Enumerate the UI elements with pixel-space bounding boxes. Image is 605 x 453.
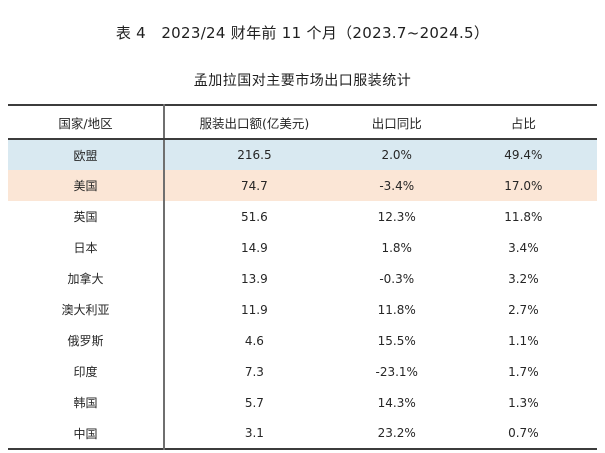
cell-export-value: 4.6 <box>164 325 344 356</box>
table-row: 中国 3.1 23.2% 0.7% <box>8 418 597 449</box>
cell-region: 俄罗斯 <box>8 325 166 356</box>
cell-region: 加拿大 <box>8 263 166 294</box>
cell-export-value: 14.9 <box>164 232 344 263</box>
cell-export-value: 11.9 <box>164 294 344 325</box>
table-row: 印度 7.3 -23.1% 1.7% <box>8 356 597 387</box>
table-row: 美国 74.7 -3.4% 17.0% <box>8 170 597 201</box>
table-row: 加拿大 13.9 -0.3% 3.2% <box>8 263 597 294</box>
cell-yoy: -0.3% <box>343 263 450 294</box>
cell-region: 澳大利亚 <box>8 294 166 325</box>
table-body: 欧盟 216.5 2.0% 49.4% 美国 74.7 -3.4% 17.0% 英国 51.6 12… <box>8 139 597 449</box>
table-row: 英国 51.6 12.3% 11.8% <box>8 201 597 232</box>
cell-yoy: 15.5% <box>343 325 450 356</box>
cell-share: 11.8% <box>449 201 597 232</box>
cell-yoy: 2.0% <box>343 139 450 170</box>
cell-export-value: 51.6 <box>164 201 344 232</box>
col-header-share: 占比 <box>449 105 597 140</box>
cell-share: 49.4% <box>449 139 597 170</box>
cell-share: 3.4% <box>449 232 597 263</box>
table-row: 欧盟 216.5 2.0% 49.4% <box>8 139 597 170</box>
export-stats-table: 国家/地区 服装出口额(亿美元) 出口同比 占比 欧盟 216.5 2.0% 49.4… <box>8 104 597 450</box>
cell-yoy: -23.1% <box>343 356 450 387</box>
cell-yoy: 14.3% <box>343 387 450 418</box>
cell-region: 英国 <box>8 201 166 232</box>
col-header-region: 国家/地区 <box>8 105 166 140</box>
cell-yoy: 11.8% <box>343 294 450 325</box>
table-caption-subtitle: 孟加拉国对主要市场出口服装统计 <box>193 73 412 89</box>
col-header-yoy: 出口同比 <box>343 105 450 140</box>
cell-export-value: 216.5 <box>164 139 344 170</box>
table-caption-title: 表 4 2023/24 财年前 11 个月（2023.7~2024.5） <box>115 24 490 42</box>
cell-export-value: 7.3 <box>164 356 344 387</box>
table-row: 澳大利亚 11.9 11.8% 2.7% <box>8 294 597 325</box>
cell-share: 1.1% <box>449 325 597 356</box>
cell-region: 日本 <box>8 232 166 263</box>
table-row: 俄罗斯 4.6 15.5% 1.1% <box>8 325 597 356</box>
cell-region: 美国 <box>8 170 166 201</box>
table-row: 日本 14.9 1.8% 3.4% <box>8 232 597 263</box>
cell-export-value: 74.7 <box>164 170 344 201</box>
cell-region: 中国 <box>8 418 166 449</box>
table-row: 韩国 5.7 14.3% 1.3% <box>8 387 597 418</box>
cell-share: 17.0% <box>449 170 597 201</box>
cell-yoy: -3.4% <box>343 170 450 201</box>
cell-export-value: 5.7 <box>164 387 344 418</box>
cell-yoy: 23.2% <box>343 418 450 449</box>
cell-region: 欧盟 <box>8 139 166 170</box>
cell-export-value: 3.1 <box>164 418 344 449</box>
cell-region: 印度 <box>8 356 166 387</box>
header-row: 国家/地区 服装出口额(亿美元) 出口同比 占比 <box>8 105 597 140</box>
cell-region: 韩国 <box>8 387 166 418</box>
cell-share: 1.3% <box>449 387 597 418</box>
cell-share: 3.2% <box>449 263 597 294</box>
cell-yoy: 1.8% <box>343 232 450 263</box>
col-header-export-value: 服装出口额(亿美元) <box>164 105 344 140</box>
cell-share: 2.7% <box>449 294 597 325</box>
cell-share: 1.7% <box>449 356 597 387</box>
cell-share: 0.7% <box>449 418 597 449</box>
cell-yoy: 12.3% <box>343 201 450 232</box>
cell-export-value: 13.9 <box>164 263 344 294</box>
